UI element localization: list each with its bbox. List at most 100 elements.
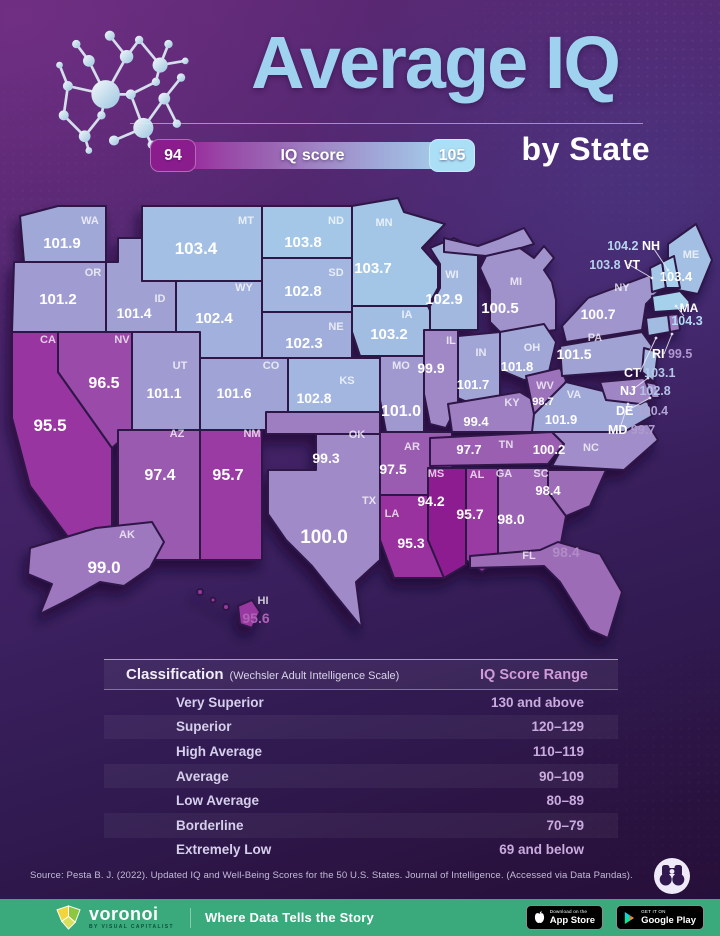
state-label-OR: OR	[85, 267, 102, 279]
state-value-TN: 97.7	[456, 442, 481, 457]
state-value-SD: 102.8	[284, 283, 322, 300]
state-value-IA: 103.2	[370, 326, 408, 343]
title-divider	[130, 123, 643, 124]
legend-gradient-bar	[160, 142, 465, 169]
state-label-MS: MS	[428, 468, 445, 480]
page-title: Average IQ	[251, 21, 621, 104]
classification-label: Extremely Low	[176, 842, 272, 858]
state-label-AZ: AZ	[170, 428, 185, 440]
state-label-CO: CO	[263, 360, 280, 372]
footer-bar: voronoi BY VISUAL CAPITALIST Where Data …	[0, 899, 720, 936]
state-value-KS: 102.8	[296, 390, 331, 406]
state-value-OR: 101.2	[39, 291, 77, 308]
state-value-LA: 95.3	[397, 535, 424, 551]
google-play-icon	[624, 911, 634, 924]
state-label-MT: MT	[238, 215, 254, 227]
state-NH	[661, 255, 681, 289]
state-label-KS: KS	[339, 375, 354, 387]
state-label-OH: OH	[524, 342, 541, 354]
state-value-AK: 99.0	[87, 558, 120, 577]
state-MN	[351, 197, 446, 307]
iq-range-value: 130 and above	[490, 694, 584, 710]
state-label-WY: WY	[235, 282, 253, 294]
state-label-HI: HI	[258, 595, 269, 607]
google-play-badge[interactable]: GET IT ON Google Play	[616, 905, 704, 930]
state-HI	[237, 599, 261, 629]
table-title: Classification	[126, 666, 224, 683]
classification-row: Average 90–109	[104, 763, 618, 789]
state-value-IN: 101.7	[457, 377, 490, 392]
legend-min-badge: 94	[150, 139, 196, 172]
apple-icon	[534, 911, 544, 923]
state-value-VA: 101.9	[545, 412, 578, 427]
state-label-MA: MA	[680, 301, 699, 315]
state-FL	[469, 541, 623, 639]
state-MA	[651, 290, 691, 313]
voronoi-logo: voronoi BY VISUAL CAPITALIST	[55, 905, 174, 930]
legend-label: IQ score	[280, 146, 345, 164]
classification-table: Classification (Wechsler Adult Intellige…	[104, 659, 618, 862]
state-value-AL: 95.7	[456, 506, 483, 522]
iq-range-value: 80–89	[546, 793, 584, 809]
state-label-AK: AK	[119, 529, 135, 541]
state-HI	[222, 603, 230, 611]
classification-row: Extremely Low 69 and below	[104, 838, 618, 863]
state-value-CA: 95.5	[33, 416, 66, 435]
app-store-badge[interactable]: Download on the App Store	[525, 905, 604, 930]
iq-color-legend: 94 IQ score 105	[150, 139, 475, 172]
classification-label: Superior	[176, 719, 232, 735]
state-SC	[547, 469, 607, 517]
state-AK	[27, 521, 165, 615]
state-HI	[196, 588, 204, 596]
state-label-KY: KY	[504, 397, 520, 409]
leader-dot	[670, 332, 674, 336]
state-value-NC: 100.2	[533, 442, 566, 457]
state-value-AZ: 97.4	[144, 467, 175, 484]
page-subtitle: by State	[521, 131, 650, 167]
classification-label: Average	[176, 768, 229, 784]
state-MS	[427, 467, 467, 579]
state-label-IN: IN	[476, 347, 487, 359]
table-header-row: Classification (Wechsler Adult Intellige…	[104, 659, 618, 690]
state-value-NE: 102.3	[285, 335, 323, 352]
state-value-WA: 101.9	[43, 235, 81, 252]
state-value-FL: 98.4	[552, 544, 579, 560]
state-value-ID: 101.4	[116, 305, 151, 321]
state-value-SC: 98.4	[535, 483, 561, 498]
state-value-CO: 101.6	[216, 385, 251, 401]
state-value-OK: 99.3	[312, 450, 339, 466]
classification-label: High Average	[176, 743, 263, 759]
leader-line	[651, 245, 669, 271]
state-value-MO: 101.0	[381, 403, 421, 420]
state-label-NJ: NJ 102.8	[620, 384, 671, 398]
state-label-MN: MN	[375, 217, 392, 229]
state-value-ME: 103.4	[660, 269, 693, 284]
state-MI	[479, 245, 557, 337]
state-label-TN: TN	[499, 439, 514, 451]
state-label-WI: WI	[445, 269, 458, 281]
leader-dot	[626, 402, 630, 406]
state-label-FL: FL	[522, 550, 536, 562]
classification-label: Low Average	[176, 793, 260, 809]
state-value-TX: 100.0	[300, 527, 348, 548]
state-label-MO: MO	[392, 360, 410, 372]
brain-network-icon	[56, 30, 189, 154]
brand-subtitle: BY VISUAL CAPITALIST	[89, 924, 174, 930]
classification-row: High Average 110–119	[104, 739, 618, 764]
state-label-NV: NV	[114, 334, 130, 346]
state-value-HI: 95.6	[242, 610, 269, 626]
state-value-MA: 104.3	[671, 314, 702, 328]
state-value-WI: 102.9	[425, 291, 463, 308]
state-TN	[429, 431, 565, 467]
state-label-AR: AR	[404, 441, 420, 453]
classification-row: Very Superior 130 and above	[104, 690, 618, 715]
state-label-AL: AL	[470, 469, 485, 481]
state-label-VT: 103.8 VT	[589, 258, 640, 272]
leader-dot	[648, 396, 652, 400]
iq-range-value: 90–109	[538, 768, 584, 784]
badge-line1: Download on the	[549, 908, 588, 914]
state-value-UT: 101.1	[146, 385, 181, 401]
classification-label: Borderline	[176, 817, 244, 833]
leader-dot	[674, 304, 678, 308]
footer-tagline: Where Data Tells the Story	[204, 910, 374, 925]
